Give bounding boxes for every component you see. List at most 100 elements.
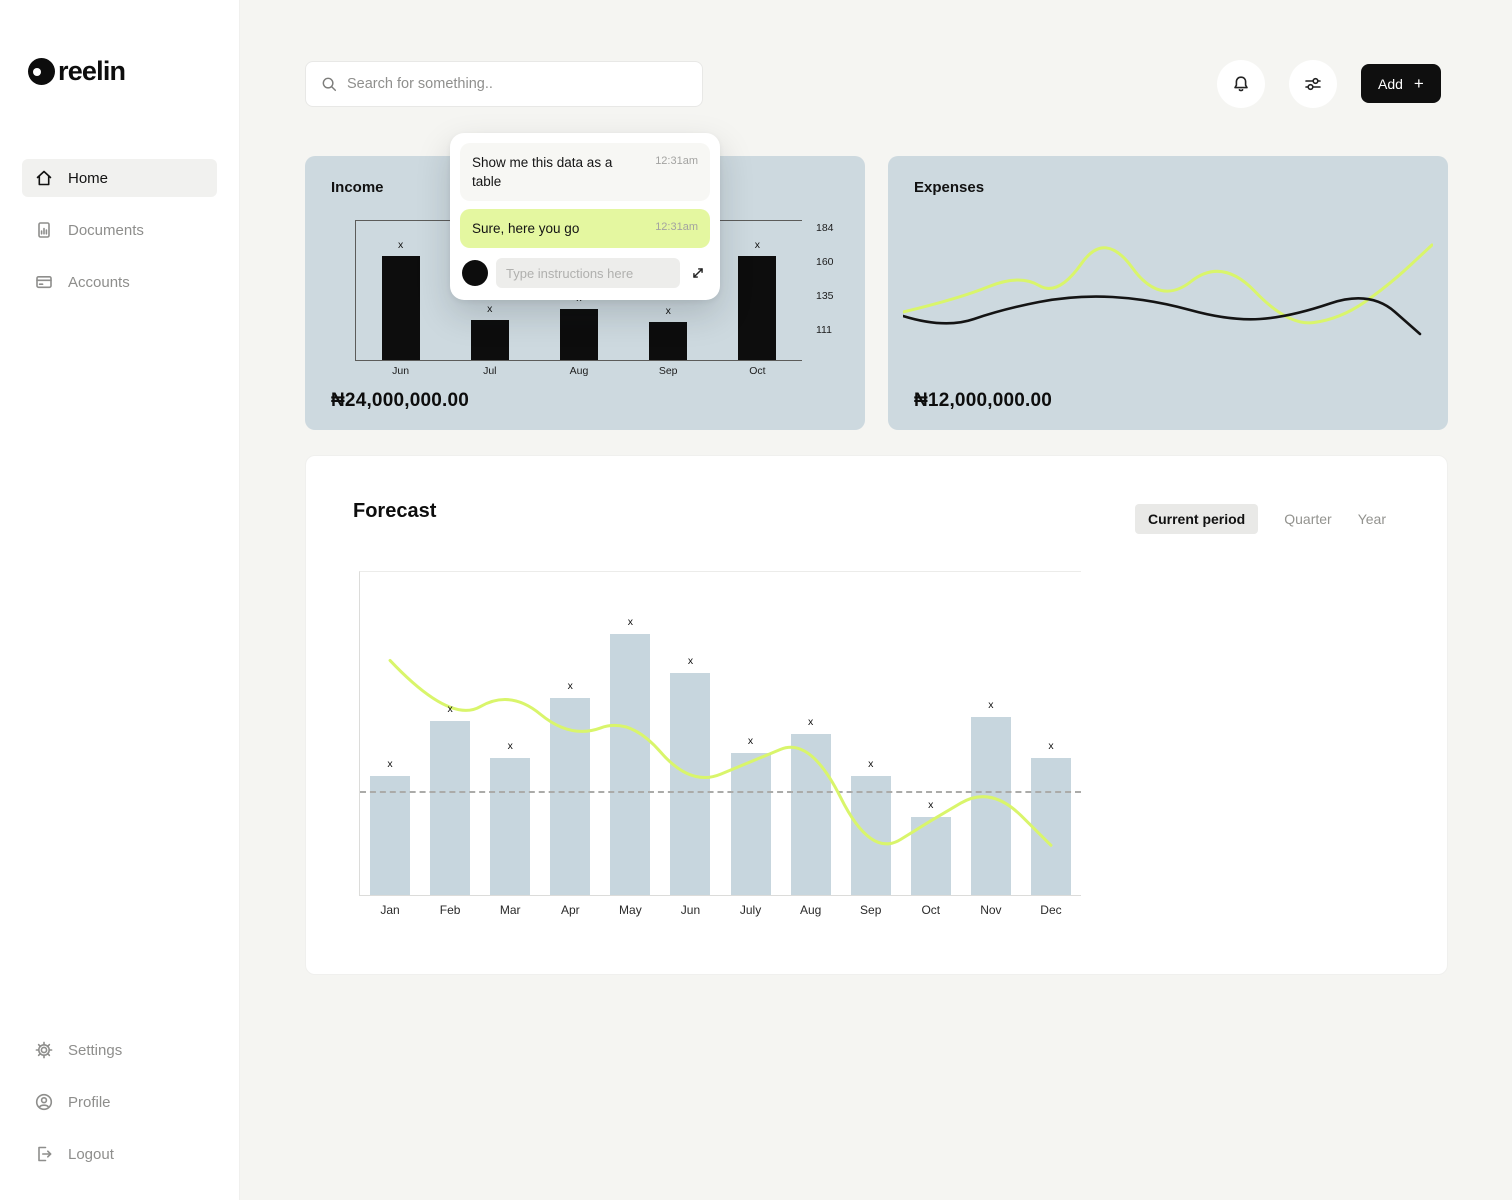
sidebar-item-profile[interactable]: Profile — [22, 1083, 217, 1121]
expand-chat-button[interactable] — [688, 263, 708, 283]
notifications-button[interactable] — [1217, 60, 1265, 108]
bar-point-label: x — [687, 655, 694, 668]
chat-message-text: Sure, here you go — [472, 221, 580, 237]
sidebar-item-settings[interactable]: Settings — [22, 1031, 217, 1069]
bar-point-label: x — [808, 715, 814, 728]
expenses-line-baseline — [903, 295, 1422, 336]
home-icon — [34, 168, 54, 188]
axis-category-label: Jun — [392, 365, 410, 377]
sidebar-item-documents[interactable]: Documents — [22, 211, 217, 249]
sidebar-item-label: Accounts — [68, 273, 130, 291]
chat-message-time: 12:31am — [655, 221, 698, 234]
forecast-bar — [430, 721, 471, 895]
assistant-avatar — [462, 260, 488, 287]
sidebar-item-home[interactable]: Home — [22, 159, 217, 197]
axis-category-label: July — [739, 903, 762, 917]
axis-category-label: Dec — [1040, 903, 1062, 917]
forecast-bar — [370, 775, 411, 895]
chat-instructions-input[interactable] — [496, 258, 680, 289]
sidebar-nav: Home Documents Accounts — [0, 159, 239, 301]
expenses-card: Expenses ₦12,000,000.00 — [888, 156, 1448, 430]
axis-category-label: Apr — [560, 903, 580, 917]
axis-category-label: Sep — [860, 903, 882, 917]
income-chart-yticks: 184 160 135 111 — [816, 220, 856, 361]
sidebar-item-accounts[interactable]: Accounts — [22, 263, 217, 301]
income-bar — [381, 255, 420, 360]
bar-point-label: x — [627, 615, 633, 628]
bar-point-label: x — [507, 739, 513, 752]
axis-value-label: 160 — [816, 255, 834, 268]
forecast-bar — [670, 673, 711, 895]
sidebar: reelin Home Documents Accounts — [0, 0, 240, 1200]
add-button[interactable]: Add + — [1361, 64, 1441, 103]
chat-popup: Show me this data as a table 12:31am Sur… — [450, 133, 720, 301]
chat-message-assistant: Sure, here you go 12:31am — [460, 209, 710, 249]
income-bar — [470, 319, 509, 360]
search-bar — [305, 61, 703, 107]
chat-message-user: Show me this data as a table 12:31am — [460, 143, 710, 202]
logout-icon — [34, 1144, 54, 1164]
axis-category-label: Aug — [799, 903, 822, 917]
bar-point-label: x — [1048, 739, 1054, 752]
brand-name: reelin — [58, 56, 126, 86]
forecast-bar — [790, 734, 831, 895]
chat-input-row — [460, 258, 710, 289]
axis-category-label: Aug — [569, 365, 589, 377]
bar-point-label: x — [387, 757, 393, 770]
chat-message-time: 12:31am — [655, 155, 698, 167]
sidebar-item-label: Settings — [68, 1041, 123, 1059]
bar-point-label: x — [988, 699, 994, 712]
brand-logo: reelin — [28, 56, 126, 87]
expenses-chart-svg — [903, 243, 1433, 336]
axis-category-label: Mar — [499, 903, 521, 917]
expenses-total: ₦12,000,000.00 — [914, 390, 1053, 411]
forecast-bar — [730, 752, 771, 895]
sidebar-item-logout[interactable]: Logout — [22, 1135, 217, 1173]
forecast-bar — [850, 775, 891, 895]
bar-point-label: x — [928, 799, 934, 812]
bar-point-label: x — [754, 238, 761, 251]
profile-icon — [34, 1092, 54, 1112]
bell-icon — [1234, 76, 1248, 92]
axis-category-label: Oct — [921, 903, 941, 917]
forecast-tabs: Current period Quarter Year — [1135, 504, 1386, 534]
bar-point-label: x — [397, 238, 404, 251]
gear-icon — [34, 1040, 54, 1060]
expenses-line-highlight — [903, 243, 1433, 325]
forecast-title: Forecast — [353, 500, 437, 522]
axis-category-label: Nov — [980, 903, 1002, 917]
forecast-bar — [610, 633, 651, 895]
axis-category-label: Sep — [658, 365, 678, 377]
document-icon — [34, 220, 54, 240]
income-bar — [738, 255, 777, 360]
axis-value-label: 135 — [816, 290, 834, 303]
chat-message-text: Show me this data as a table — [472, 155, 613, 190]
forecast-line-svg — [388, 658, 1053, 847]
tab-current-period[interactable]: Current period — [1135, 504, 1259, 534]
accounts-icon — [34, 272, 54, 292]
forecast-chart-plot: x Jan x Feb x Mar x Apr x May x Jun x July x Aug x Sep x Oc… — [359, 571, 1081, 917]
sidebar-item-label: Profile — [68, 1093, 111, 1111]
income-bar — [560, 308, 598, 360]
forecast-bar — [1030, 757, 1071, 895]
sidebar-item-label: Home — [68, 169, 109, 187]
axis-category-label: Jun — [680, 903, 701, 917]
axis-value-label: 184 — [816, 222, 834, 235]
bar-point-label: x — [665, 305, 671, 318]
axis-category-label: May — [619, 903, 642, 917]
expand-icon — [693, 268, 703, 279]
tab-quarter[interactable]: Quarter — [1284, 511, 1332, 527]
search-input[interactable] — [347, 76, 688, 92]
forecast-bar — [490, 757, 531, 895]
sidebar-item-label: Logout — [68, 1145, 114, 1163]
tab-year[interactable]: Year — [1357, 511, 1386, 527]
axis-value-label: 111 — [816, 323, 832, 336]
forecast-bar — [970, 717, 1011, 895]
forecast-dashed-line — [360, 790, 1081, 793]
brand-logo-icon — [28, 58, 55, 85]
axis-category-label: Feb — [439, 903, 461, 917]
sidebar-item-label: Documents — [68, 221, 144, 239]
search-icon — [322, 77, 337, 92]
expenses-title: Expenses — [914, 179, 985, 196]
preferences-button[interactable] — [1289, 60, 1337, 108]
